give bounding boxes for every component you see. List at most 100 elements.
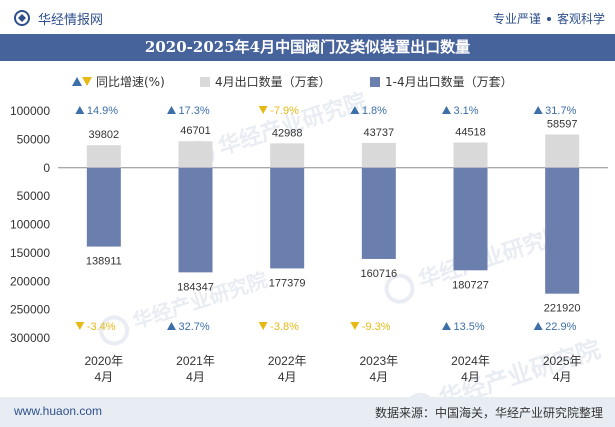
cumulative-export-bar bbox=[453, 167, 488, 271]
growth-rate-text: 17.3% bbox=[179, 105, 210, 117]
down-triangle-icon bbox=[258, 106, 268, 114]
legend-label-cumulative: 1-4月出口数量（万套） bbox=[385, 75, 513, 89]
up-triangle-icon bbox=[533, 106, 543, 114]
y-tick-label: 150000 bbox=[10, 246, 50, 260]
y-tick-label: 250000 bbox=[10, 303, 50, 317]
x-category-month: 4月 bbox=[553, 370, 572, 384]
cumulative-export-bar bbox=[361, 167, 396, 259]
y-tick-label: 50000 bbox=[17, 132, 51, 146]
growth-rate-text: 14.9% bbox=[87, 105, 118, 117]
footer-bar: www.huaon.com 数据来源：中国海关，华经产业研究院整理 bbox=[0, 397, 615, 427]
april-value-label: 43737 bbox=[364, 127, 395, 139]
april-export-bar bbox=[86, 145, 121, 168]
growth-rate-text: 13.5% bbox=[454, 321, 485, 333]
april-export-bar bbox=[361, 142, 396, 168]
cumulative-growth-label: 32.7% bbox=[167, 321, 210, 333]
april-growth-label: 1.8% bbox=[350, 105, 387, 117]
april-growth-label: 3.1% bbox=[442, 105, 479, 117]
cumulative-export-bar bbox=[545, 167, 580, 294]
x-category-month: 4月 bbox=[94, 370, 113, 384]
x-category-year: 2021年 bbox=[176, 354, 215, 368]
up-triangle-icon bbox=[75, 106, 85, 114]
cumulative-growth-label: 22.9% bbox=[533, 321, 577, 333]
legend-item-april: 4月出口数量（万套） bbox=[200, 73, 331, 91]
april-value-label: 42988 bbox=[272, 127, 303, 139]
tagline-dot bbox=[546, 16, 551, 21]
up-triangle-icon bbox=[533, 322, 543, 330]
up-triangle-icon bbox=[442, 106, 451, 114]
cumulative-value-label: 160716 bbox=[360, 268, 397, 280]
growth-rate-text: 22.9% bbox=[545, 321, 576, 333]
growth-rate-text: -9.3% bbox=[362, 321, 391, 333]
april-value-label: 58597 bbox=[547, 118, 578, 130]
tagline-right: 客观科学 bbox=[556, 12, 605, 26]
up-triangle-icon bbox=[167, 322, 176, 330]
x-category-month: 4月 bbox=[461, 370, 480, 384]
legend-swatch-cumulative bbox=[370, 76, 380, 87]
april-export-bar bbox=[545, 134, 580, 168]
april-growth-label: -7.9% bbox=[258, 105, 299, 117]
cumulative-value-label: 221920 bbox=[544, 303, 581, 315]
down-triangle-icon bbox=[82, 77, 92, 86]
x-category-year: 2024年 bbox=[451, 354, 490, 368]
legend-item-cumulative: 1-4月出口数量（万套） bbox=[370, 73, 513, 91]
growth-rate-text: 1.8% bbox=[362, 105, 387, 117]
up-triangle-icon bbox=[350, 106, 360, 114]
x-category-month: 4月 bbox=[186, 370, 205, 384]
april-value-label: 46701 bbox=[180, 125, 211, 137]
growth-rate-text: -3.8% bbox=[270, 321, 299, 333]
legend-label-april: 4月出口数量（万套） bbox=[215, 75, 331, 89]
growth-rate-text: 31.7% bbox=[545, 105, 576, 117]
x-category-year: 2023年 bbox=[359, 354, 398, 368]
cumulative-growth-label: -9.3% bbox=[350, 321, 391, 333]
cumulative-value-label: 138911 bbox=[86, 256, 122, 268]
x-category-year: 2025年 bbox=[543, 354, 582, 368]
y-tick-label: 200000 bbox=[10, 274, 50, 288]
up-triangle-icon bbox=[442, 322, 451, 330]
april-export-bar bbox=[270, 143, 305, 168]
x-category-month: 4月 bbox=[278, 370, 297, 384]
huajing-logo-icon bbox=[14, 10, 30, 26]
legend-swatch-april bbox=[200, 76, 210, 87]
tagline-left: 专业严谨 bbox=[492, 12, 541, 26]
april-growth-label: 17.3% bbox=[167, 105, 210, 117]
cumulative-value-label: 180727 bbox=[452, 279, 489, 291]
cumulative-value-label: 184347 bbox=[177, 281, 214, 293]
chart-legend: 同比增速(%) 4月出口数量（万套） 1-4月出口数量（万套） bbox=[0, 73, 615, 91]
cumulative-export-bar bbox=[270, 167, 305, 269]
april-growth-label: 14.9% bbox=[75, 105, 118, 117]
april-export-bar bbox=[178, 141, 213, 168]
y-tick-label: 100000 bbox=[10, 104, 50, 118]
footer-source: 数据来源：中国海关，华经产业研究院整理 bbox=[374, 406, 603, 420]
cumulative-growth-label: 13.5% bbox=[442, 321, 485, 333]
tagline: 专业严谨 客观科学 bbox=[493, 10, 605, 27]
april-growth-label: 31.7% bbox=[533, 105, 577, 117]
legend-item-growth: 同比增速(%) bbox=[72, 73, 165, 91]
y-tick-label: 50000 bbox=[17, 189, 51, 203]
cumulative-growth-label: -3.8% bbox=[258, 321, 299, 333]
down-triangle-icon bbox=[75, 322, 85, 330]
y-tick-label: 100000 bbox=[10, 218, 50, 232]
growth-rate-text: 32.7% bbox=[179, 321, 210, 333]
growth-rate-text: -7.9% bbox=[270, 105, 299, 117]
growth-rate-text: 3.1% bbox=[454, 105, 479, 117]
top-bar: 华经情报网 专业严谨 客观科学 bbox=[0, 0, 615, 34]
x-category-year: 2020年 bbox=[84, 354, 123, 368]
april-export-bar bbox=[453, 142, 488, 168]
y-tick-label: 300000 bbox=[10, 331, 50, 345]
cumulative-export-bar bbox=[178, 167, 213, 273]
up-triangle-icon bbox=[167, 106, 176, 114]
growth-rate-text: -3.4% bbox=[87, 321, 116, 333]
y-tick-label: 0 bbox=[43, 161, 50, 175]
april-value-label: 39802 bbox=[89, 129, 120, 141]
x-category-year: 2022年 bbox=[268, 354, 307, 368]
footer-url[interactable]: www.huaon.com bbox=[14, 404, 103, 418]
cumulative-growth-label: -3.4% bbox=[75, 321, 116, 333]
down-triangle-icon bbox=[350, 322, 360, 330]
cumulative-value-label: 177379 bbox=[269, 277, 306, 289]
x-category-month: 4月 bbox=[369, 370, 388, 384]
cumulative-export-bar bbox=[86, 167, 121, 247]
legend-label-growth: 同比增速(%) bbox=[96, 75, 165, 89]
chart-title: 2020-2025年4月中国阀门及类似装置出口数量 bbox=[144, 38, 471, 56]
april-value-label: 44518 bbox=[455, 126, 486, 138]
